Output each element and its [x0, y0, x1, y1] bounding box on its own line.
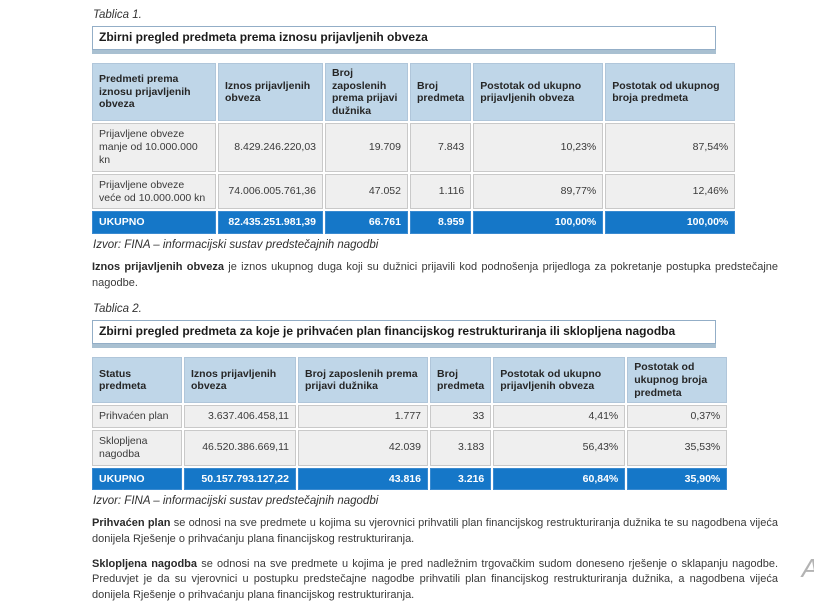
paragraph-sklopljena-nagodba: Sklopljena nagodba se odnosi na sve pred… [92, 557, 778, 603]
table1-cell: 7.843 [410, 123, 472, 172]
table1-cell: 12,46% [605, 173, 736, 210]
table2-source-note: Izvor: FINA – informacijski sustav preds… [93, 495, 379, 508]
table1-row: Prijavljene obveze veće od 10.000.000 kn… [92, 173, 736, 210]
table2-cell: 1.777 [298, 405, 428, 428]
table1-row-label: Prijavljene obveze veće od 10.000.000 kn [92, 173, 216, 210]
table1-cell: 47.052 [325, 173, 408, 210]
table1-cell: 1.116 [410, 173, 472, 210]
paragraph-lead: Prihvaćen plan [92, 517, 171, 530]
table2-title-underline [92, 344, 716, 349]
table1-source-note: Izvor: FINA – informacijski sustav preds… [93, 239, 379, 252]
table1-header-cell: Predmeti prema iznosu prijavljenih obvez… [92, 63, 216, 122]
table1-cell: 10,23% [473, 123, 604, 172]
table2-cell: 56,43% [493, 429, 626, 466]
table1-title-box: Zbirni pregled predmeta prema iznosu pri… [92, 26, 716, 50]
table2-header-cell: Iznos prijavljenih obveza [184, 357, 296, 404]
table1-cell: 8.429.246.220,03 [218, 123, 323, 172]
table2-cell: 42.039 [298, 429, 428, 466]
table2-total-cell: 50.157.793.127,22 [184, 467, 296, 491]
table1-row: Prijavljene obveze manje od 10.000.000 k… [92, 123, 736, 172]
table2-row-label: Sklopljena nagodba [92, 429, 182, 466]
paragraph-lead: Iznos prijavljenih obveza [92, 261, 225, 274]
table2-total-cell: 3.216 [430, 467, 492, 491]
paragraph-lead: Sklopljena nagodba [92, 557, 198, 570]
table1-header-cell: Broj predmeta [410, 63, 472, 122]
table1-total-cell: 66.761 [325, 211, 408, 235]
paragraph-text: se odnosi na sve predmete u kojima su vj… [92, 517, 778, 545]
table1-header-cell: Broj zaposlenih prema prijavi dužnika [325, 63, 408, 122]
table1-row-label: Prijavljene obveze manje od 10.000.000 k… [92, 123, 216, 172]
paragraph-iznos-definition: Iznos prijavljenih obveza je iznos ukupn… [92, 260, 778, 291]
table1-caption: Tablica 1. [93, 9, 142, 21]
table2-title: Zbirni pregled predmeta za koje je prihv… [99, 324, 676, 339]
table2-row-label: Prihvaćen plan [92, 405, 182, 428]
table2-header-cell: Status predmeta [92, 357, 182, 404]
table1-total-cell: 82.435.251.981,39 [218, 211, 323, 235]
table1-title: Zbirni pregled predmeta prema iznosu pri… [99, 30, 428, 44]
table1-header-cell: Postotak od ukupnog broja predmeta [605, 63, 736, 122]
watermark-letter: A [802, 553, 814, 584]
table1-cell: 19.709 [325, 123, 408, 172]
table2-cell: 3.637.406.458,11 [184, 405, 296, 428]
table1-total-cell: 100,00% [473, 211, 604, 235]
table2-summary-table: Status predmeta Iznos prijavljenih obvez… [90, 355, 730, 493]
table1-total-cell: 8.959 [410, 211, 472, 235]
table2-header-row: Status predmeta Iznos prijavljenih obvez… [92, 357, 728, 404]
table2-cell: 46.520.386.669,11 [184, 429, 296, 466]
table1-title-underline [92, 50, 716, 54]
table1-cell: 87,54% [605, 123, 736, 172]
table2-cell: 33 [430, 405, 492, 428]
table1-cell: 74.006.005.761,36 [218, 173, 323, 210]
table1-cell: 89,77% [473, 173, 604, 210]
table2-header-cell: Broj zaposlenih prema prijavi dužnika [298, 357, 428, 404]
table1-header-row: Predmeti prema iznosu prijavljenih obvez… [92, 63, 736, 122]
table2-total-label: UKUPNO [92, 467, 182, 491]
table2-total-cell: 60,84% [493, 467, 626, 491]
table2-total-row: UKUPNO 50.157.793.127,22 43.816 3.216 60… [92, 467, 728, 491]
table2-cell: 3.183 [430, 429, 492, 466]
table2-header-cell: Broj predmeta [430, 357, 492, 404]
table2-title-box: Zbirni pregled predmeta za koje je prihv… [92, 320, 716, 345]
table1-header-cell: Postotak od ukupno prijavljenih obveza [473, 63, 604, 122]
table2-cell: 35,53% [627, 429, 728, 466]
table2-total-cell: 35,90% [627, 467, 728, 491]
document-content: Tablica 1. Zbirni pregled predmeta prema… [90, 4, 778, 603]
paragraph-text: je iznos ukupnog duga koji su dužnici pr… [92, 261, 778, 289]
table1-total-row: UKUPNO 82.435.251.981,39 66.761 8.959 10… [92, 211, 736, 235]
paragraph-text: se odnosi na sve predmete u kojima je pr… [92, 557, 778, 601]
table2-header-cell: Postotak od ukupno prijavljenih obveza [493, 357, 626, 404]
table2-cell: 4,41% [493, 405, 626, 428]
table1-total-label: UKUPNO [92, 211, 216, 235]
table1-header-cell: Iznos prijavljenih obveza [218, 63, 323, 122]
table2-row: Sklopljena nagodba 46.520.386.669,11 42.… [92, 429, 728, 466]
table2-row: Prihvaćen plan 3.637.406.458,11 1.777 33… [92, 405, 728, 428]
paragraph-prihvacen-plan: Prihvaćen plan se odnosi na sve predmete… [92, 516, 778, 547]
table2-caption: Tablica 2. [93, 303, 142, 316]
table1-summary-table: Predmeti prema iznosu prijavljenih obvez… [90, 61, 738, 237]
table2-total-cell: 43.816 [298, 467, 428, 491]
table2-header-cell: Postotak od ukupnog broja predmeta [627, 357, 728, 404]
table2-cell: 0,37% [627, 405, 728, 428]
table1-total-cell: 100,00% [605, 211, 736, 235]
